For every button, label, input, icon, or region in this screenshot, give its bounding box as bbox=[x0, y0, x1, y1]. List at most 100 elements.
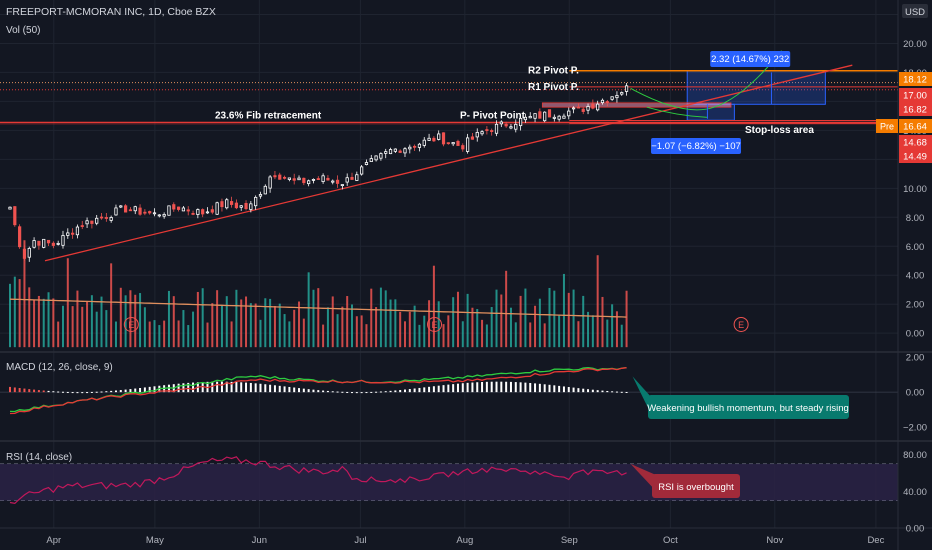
volume-bar bbox=[9, 283, 11, 348]
macd-histogram-bar bbox=[119, 390, 122, 393]
volume-bar bbox=[596, 255, 599, 348]
volume-bar bbox=[259, 319, 262, 348]
macd-histogram-bar bbox=[428, 386, 431, 393]
macd-histogram-bar bbox=[553, 385, 556, 393]
macd-histogram-bar bbox=[293, 387, 296, 393]
volume-bar bbox=[538, 298, 541, 348]
volume-bar bbox=[322, 324, 325, 348]
time-tick-label: Nov bbox=[766, 535, 783, 546]
macd-histogram-bar bbox=[57, 391, 60, 393]
candle-body bbox=[581, 108, 585, 112]
candle-body bbox=[32, 240, 36, 248]
macd-histogram-bar bbox=[481, 382, 484, 393]
macd-histogram-bar bbox=[317, 390, 320, 393]
volume-bar bbox=[370, 288, 373, 348]
volume-bar bbox=[196, 291, 199, 348]
candle-body bbox=[18, 226, 22, 248]
candle-body bbox=[66, 232, 70, 236]
volume-bar bbox=[625, 290, 628, 348]
macd-histogram-bar bbox=[326, 390, 329, 393]
projection-up-curve bbox=[630, 50, 782, 111]
candle-body bbox=[196, 209, 200, 215]
volume-bar bbox=[582, 295, 585, 348]
currency-badge[interactable] bbox=[902, 4, 928, 18]
candle-body bbox=[567, 110, 571, 117]
volume-bar bbox=[57, 321, 60, 348]
macd-histogram-bar bbox=[495, 381, 498, 393]
macd-histogram-bar bbox=[33, 389, 36, 393]
macd-histogram-bar bbox=[139, 388, 142, 393]
price-tick-label: 8.00 bbox=[906, 213, 925, 224]
stop-loss-label: Stop-loss area bbox=[745, 125, 814, 136]
volume-bar bbox=[519, 295, 522, 348]
macd-histogram-bar bbox=[567, 387, 570, 393]
volume-bar bbox=[534, 305, 537, 348]
volume-bar bbox=[351, 304, 354, 348]
rsi-tick-label: 80.00 bbox=[903, 450, 927, 461]
volume-bar bbox=[543, 323, 546, 348]
volume-bar bbox=[225, 296, 228, 348]
candle-body bbox=[80, 225, 84, 227]
volume-bar bbox=[611, 304, 614, 348]
macd-histogram-bar bbox=[471, 382, 474, 393]
volume-bar bbox=[471, 307, 474, 348]
macd-histogram-bar bbox=[134, 388, 137, 393]
candle-body bbox=[543, 111, 547, 122]
candle-body bbox=[244, 202, 248, 210]
candle-body bbox=[119, 205, 123, 208]
candle-body bbox=[552, 116, 556, 119]
volume-bar bbox=[172, 296, 175, 348]
candle-body bbox=[364, 162, 369, 165]
candle-body bbox=[282, 176, 287, 179]
time-tick-label: Jul bbox=[354, 535, 366, 546]
macd-histogram-bar bbox=[269, 384, 272, 393]
candle-body bbox=[345, 177, 349, 183]
volume-bar bbox=[293, 309, 296, 348]
volume-bar bbox=[562, 273, 565, 348]
macd-tick-label: −2.00 bbox=[903, 423, 927, 434]
candle-body bbox=[571, 107, 576, 110]
volume-bar bbox=[13, 276, 16, 348]
macd-histogram-bar bbox=[461, 383, 464, 393]
candle-body bbox=[514, 123, 518, 130]
candle-body bbox=[239, 205, 243, 208]
volume-bar bbox=[61, 305, 64, 348]
candle-body bbox=[494, 123, 499, 134]
macd-histogram-bar bbox=[37, 390, 40, 393]
candle-body bbox=[605, 101, 609, 103]
macd-callout bbox=[648, 395, 849, 419]
macd-histogram-bar bbox=[423, 387, 426, 393]
volume-bar bbox=[163, 320, 166, 348]
macd-histogram-bar bbox=[466, 382, 469, 393]
volume-bar bbox=[90, 295, 93, 348]
candle-body bbox=[133, 206, 137, 212]
candle-body bbox=[292, 178, 296, 181]
price-axis-tag-label: 14.68 bbox=[903, 138, 927, 149]
candle-body bbox=[533, 113, 537, 119]
volume-bar bbox=[432, 265, 435, 348]
volume-bar bbox=[264, 298, 267, 348]
macd-histogram-bar bbox=[245, 382, 248, 393]
candle-body bbox=[596, 103, 600, 111]
volume-bar bbox=[201, 288, 204, 348]
price-axis-tag bbox=[899, 119, 932, 133]
candle-body bbox=[61, 235, 65, 246]
macd-histogram-bar bbox=[625, 391, 628, 393]
macd-histogram-bar bbox=[52, 391, 55, 393]
macd-histogram-bar bbox=[302, 388, 305, 393]
macd-histogram-bar bbox=[235, 382, 238, 393]
macd-histogram-bar bbox=[485, 381, 488, 393]
candle-body bbox=[37, 240, 41, 246]
volume-bar bbox=[235, 289, 238, 348]
candle-body bbox=[432, 137, 436, 142]
macd-tick-label: 2.00 bbox=[906, 353, 925, 364]
candle-body bbox=[369, 158, 373, 163]
candle-body bbox=[620, 92, 624, 95]
candle-body bbox=[109, 217, 113, 221]
volume-bar bbox=[254, 303, 257, 348]
candle-body bbox=[46, 239, 51, 244]
volume-bar bbox=[216, 290, 219, 348]
volume-bar bbox=[220, 305, 223, 348]
candle-body bbox=[576, 106, 580, 109]
